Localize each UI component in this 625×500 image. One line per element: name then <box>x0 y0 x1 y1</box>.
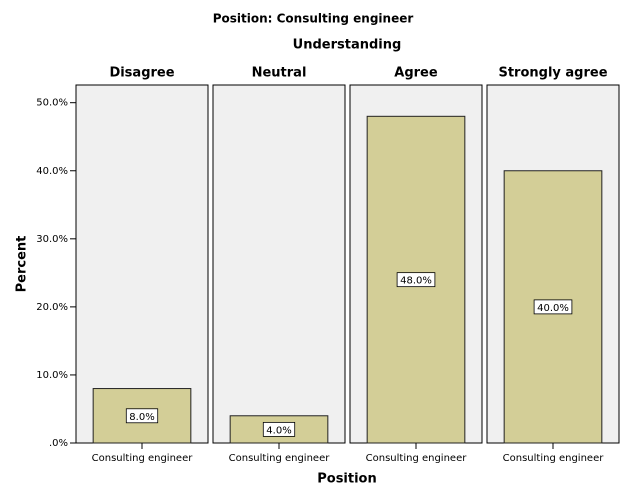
data-label: 8.0% <box>129 412 154 423</box>
data-label: 40.0% <box>537 303 569 314</box>
x-axis-label: Position <box>317 472 377 487</box>
panel-label: Neutral <box>252 66 307 81</box>
y-tick-label: 30.0% <box>36 234 68 245</box>
y-axis-label: Percent <box>15 236 30 293</box>
x-tick-label: Consulting engineer <box>229 453 331 464</box>
y-tick-label: 40.0% <box>36 166 68 177</box>
data-label: 48.0% <box>400 276 432 287</box>
panel-label: Disagree <box>109 66 174 81</box>
y-tick-label: 10.0% <box>36 370 68 381</box>
x-tick-label: Consulting engineer <box>366 453 468 464</box>
data-label-box <box>125 408 159 424</box>
panel-label: Agree <box>394 66 438 81</box>
panel <box>212 84 346 444</box>
data-label-box <box>262 421 296 437</box>
y-tick-label: 50.0% <box>36 98 68 109</box>
chart-title: Position: Consulting engineer <box>213 12 414 26</box>
data-label-box <box>396 272 436 288</box>
data-label: 4.0% <box>266 425 291 436</box>
data-label-box <box>533 299 573 315</box>
panel-label: Strongly agree <box>498 66 607 81</box>
y-tick-label: .0% <box>49 438 68 449</box>
panel-title: Understanding <box>293 38 402 53</box>
x-tick-label: Consulting engineer <box>92 453 194 464</box>
panel <box>75 84 209 444</box>
x-tick-label: Consulting engineer <box>503 453 605 464</box>
y-tick-label: 20.0% <box>36 302 68 313</box>
